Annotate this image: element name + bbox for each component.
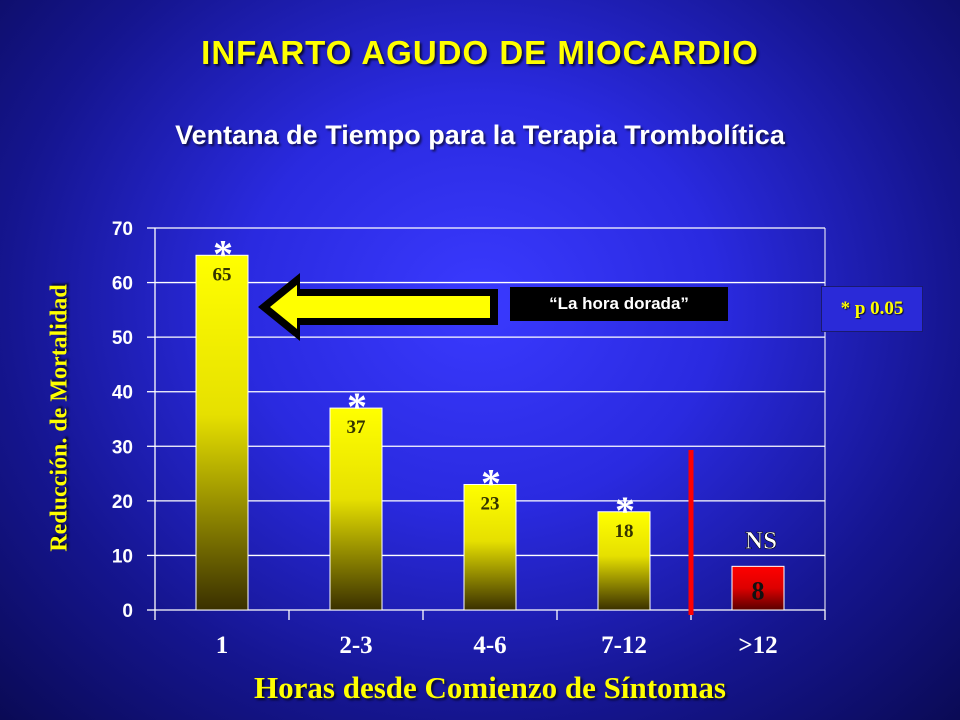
- bar-7-12: [597, 511, 651, 611]
- y-tick-label: 60: [112, 274, 133, 295]
- x-tick-label: 4-6: [473, 632, 506, 659]
- grid-lines: [155, 227, 825, 557]
- y-tick-label: 10: [112, 546, 133, 567]
- significance-star: *: [347, 384, 367, 429]
- bar-2-3: [329, 407, 383, 611]
- value-label: 37: [347, 417, 367, 438]
- slide-subtitle: Ventana de Tiempo para la Terapia Trombo…: [175, 120, 785, 150]
- y-axis-label: Reducción. de Mortalidad: [46, 284, 73, 552]
- bar->12: [731, 565, 785, 611]
- axes: 0 10 20 30 40 50 60 70: [112, 219, 826, 622]
- value-label: 8: [752, 576, 765, 605]
- ns-marker: NS: [745, 527, 777, 554]
- x-tick-label: 2-3: [339, 632, 372, 659]
- x-tick-label: 1: [216, 632, 229, 659]
- arrow-fill: [270, 285, 490, 329]
- slide-title: INFARTO AGUDO DE MIOCARDIO: [201, 34, 759, 71]
- significance-star: *: [213, 231, 233, 276]
- significance-note: * p 0.05: [821, 286, 923, 332]
- bar-1: [195, 254, 249, 611]
- x-axis-label: Horas desde Comienzo de Síntomas: [254, 670, 726, 705]
- significance-star: *: [481, 460, 501, 505]
- significance-star: *: [615, 488, 635, 533]
- value-label: 65: [213, 264, 232, 285]
- golden-hour-arrow: [258, 273, 498, 341]
- value-label: 18: [615, 521, 634, 542]
- value-label: 23: [481, 493, 500, 514]
- x-tick-label: >12: [738, 632, 777, 659]
- y-tick-label: 50: [112, 328, 133, 349]
- y-tick-label: 40: [112, 383, 133, 404]
- golden-hour-callout: “La hora dorada”: [510, 287, 728, 321]
- y-tick-label: 20: [112, 492, 133, 513]
- x-tick-label: 7-12: [601, 632, 647, 659]
- bars: [195, 254, 785, 611]
- y-tick-label: 30: [112, 437, 133, 458]
- y-tick-label: 70: [112, 219, 133, 240]
- y-tick-label: 0: [122, 601, 133, 622]
- bar-4-6: [463, 483, 517, 611]
